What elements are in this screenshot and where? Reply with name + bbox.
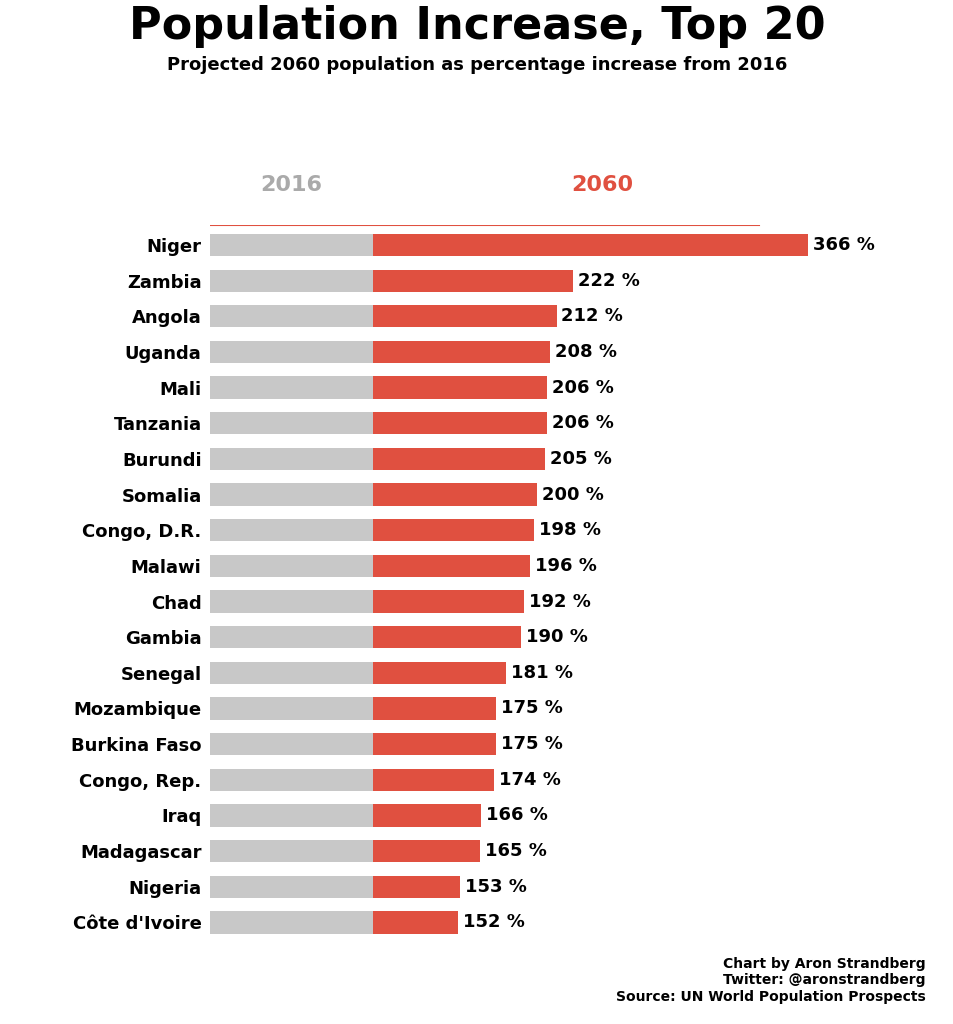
Bar bbox=[210, 555, 373, 577]
Text: 190 %: 190 % bbox=[525, 628, 587, 646]
Text: 212 %: 212 % bbox=[561, 307, 622, 326]
Text: Chart by Aron Strandberg
Twitter: @aronstrandberg
Source: UN World Population Pr: Chart by Aron Strandberg Twitter: @arons… bbox=[615, 957, 924, 1004]
Bar bbox=[373, 591, 523, 612]
Bar bbox=[210, 662, 373, 684]
Text: 205 %: 205 % bbox=[550, 450, 611, 468]
Bar bbox=[210, 697, 373, 720]
Text: 366 %: 366 % bbox=[813, 236, 874, 254]
Bar bbox=[373, 483, 537, 506]
Bar bbox=[210, 483, 373, 506]
Bar bbox=[210, 733, 373, 756]
Text: 206 %: 206 % bbox=[551, 414, 613, 432]
Bar bbox=[373, 911, 458, 934]
Text: 222 %: 222 % bbox=[578, 271, 639, 290]
Bar bbox=[210, 769, 373, 791]
Bar bbox=[210, 377, 373, 398]
Text: 206 %: 206 % bbox=[551, 379, 613, 396]
Bar bbox=[373, 805, 481, 826]
Bar bbox=[210, 233, 373, 256]
Bar bbox=[210, 876, 373, 898]
Text: 181 %: 181 % bbox=[510, 664, 572, 682]
Text: 2016: 2016 bbox=[260, 175, 322, 195]
Bar bbox=[373, 662, 505, 684]
Text: 200 %: 200 % bbox=[541, 485, 603, 504]
Bar bbox=[373, 269, 573, 292]
Text: Projected 2060 population as percentage increase from 2016: Projected 2060 population as percentage … bbox=[167, 56, 786, 75]
Bar bbox=[373, 697, 496, 720]
Bar bbox=[210, 412, 373, 434]
Text: 153 %: 153 % bbox=[464, 878, 526, 896]
Bar bbox=[373, 341, 550, 362]
Text: 198 %: 198 % bbox=[538, 521, 600, 540]
Bar bbox=[210, 305, 373, 328]
Bar bbox=[210, 269, 373, 292]
Text: 2060: 2060 bbox=[571, 175, 633, 195]
Bar bbox=[210, 591, 373, 612]
Bar bbox=[210, 840, 373, 862]
Text: 175 %: 175 % bbox=[500, 699, 562, 718]
Bar bbox=[373, 519, 533, 542]
Bar bbox=[210, 447, 373, 470]
Text: 208 %: 208 % bbox=[555, 343, 617, 360]
Bar bbox=[373, 555, 530, 577]
Text: 165 %: 165 % bbox=[484, 842, 546, 860]
Text: 174 %: 174 % bbox=[498, 771, 560, 788]
Text: 152 %: 152 % bbox=[463, 913, 525, 932]
Text: Population Increase, Top 20: Population Increase, Top 20 bbox=[129, 5, 824, 48]
Bar bbox=[373, 412, 546, 434]
Text: 192 %: 192 % bbox=[528, 593, 590, 610]
Bar bbox=[373, 733, 496, 756]
Bar bbox=[373, 876, 459, 898]
Bar bbox=[210, 626, 373, 648]
Bar bbox=[373, 769, 494, 791]
Bar bbox=[210, 805, 373, 826]
Text: 196 %: 196 % bbox=[535, 557, 597, 574]
Bar bbox=[373, 377, 546, 398]
Bar bbox=[210, 341, 373, 362]
Bar bbox=[210, 519, 373, 542]
Bar bbox=[373, 626, 520, 648]
Bar bbox=[373, 840, 479, 862]
Text: 166 %: 166 % bbox=[486, 807, 548, 824]
Bar bbox=[373, 233, 807, 256]
Bar bbox=[210, 911, 373, 934]
Bar bbox=[373, 447, 544, 470]
Bar bbox=[373, 305, 556, 328]
Text: 175 %: 175 % bbox=[500, 735, 562, 754]
